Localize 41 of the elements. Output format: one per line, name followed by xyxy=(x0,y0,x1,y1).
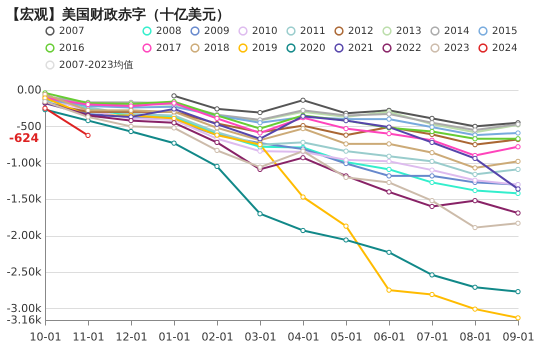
x-tick-label: 07-01 xyxy=(416,330,448,344)
y-tick-label: -1.00k xyxy=(6,156,42,170)
x-tick-label: 09-01 xyxy=(502,330,534,344)
x-tick-label: 06-01 xyxy=(374,330,406,344)
x-tick-label: 11-01 xyxy=(72,330,104,344)
legend-label: 2020 xyxy=(300,43,326,54)
x-tick-label: 04-01 xyxy=(288,330,320,344)
legend-label: 2024 xyxy=(492,43,518,54)
legend-label: 2018 xyxy=(204,43,230,54)
y-tick-label: -2.50k xyxy=(6,265,42,278)
legend-label: 2017 xyxy=(156,43,182,54)
x-tick-label: 02-01 xyxy=(202,330,234,344)
legend-label: 2022 xyxy=(396,43,422,54)
legend-label: 2008 xyxy=(156,26,182,37)
y-tick-label: -2.00k xyxy=(6,229,42,242)
legend-label: 2010 xyxy=(252,26,278,37)
y-tick-label: -500 xyxy=(16,120,42,133)
legend-label: 2014 xyxy=(444,26,470,37)
legend-label: 2011 xyxy=(300,26,326,37)
legend-label: 2013 xyxy=(396,26,422,37)
x-tick-label: 05-01 xyxy=(330,330,362,344)
legend-label: 2009 xyxy=(204,26,230,37)
chart-title: 【宏观】美国财政赤字（十亿美元） xyxy=(6,6,230,23)
y-tick-label: -3.00k xyxy=(6,302,42,315)
legend-label: 2007 xyxy=(59,26,84,37)
y-tick-label: -1.50k xyxy=(6,192,42,206)
legend-label: 2015 xyxy=(492,26,518,37)
legend-label: 2016 xyxy=(59,43,84,54)
text: -624 xyxy=(8,131,39,145)
x-tick-label: 01-01 xyxy=(158,330,190,344)
x-tick-label: 03-01 xyxy=(244,330,276,344)
x-tick-label: 12-01 xyxy=(116,330,148,344)
legend-label: 2012 xyxy=(348,26,374,37)
y-tick-label: 0.00 xyxy=(17,84,42,96)
legend-label: 2023 xyxy=(444,43,470,54)
x-tick-label: 10-01 xyxy=(30,330,62,344)
y-tick-label: -3.16k xyxy=(6,314,42,326)
legend-label: 2019 xyxy=(252,43,278,54)
legend-label: 2007-2023均值 xyxy=(59,59,134,71)
legend-label: 2021 xyxy=(348,43,374,54)
x-tick-label: 08-01 xyxy=(460,330,492,344)
